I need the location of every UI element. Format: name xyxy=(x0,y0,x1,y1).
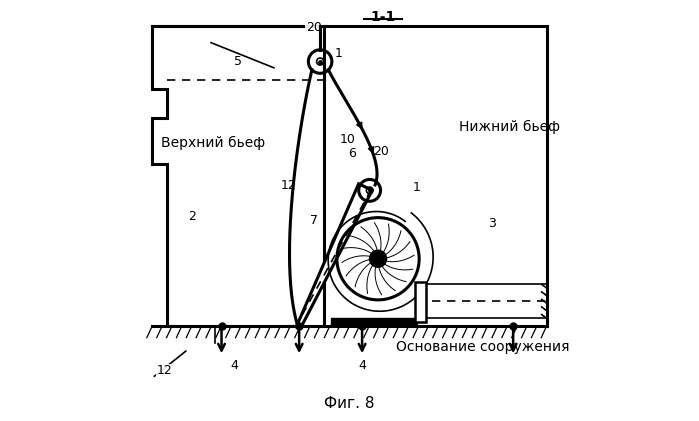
Text: 3: 3 xyxy=(488,216,496,229)
Text: Основание сооружения: Основание сооружения xyxy=(396,340,569,354)
Text: 6: 6 xyxy=(347,147,356,160)
Text: 10: 10 xyxy=(340,133,355,146)
Text: 1: 1 xyxy=(412,181,421,194)
Text: 20: 20 xyxy=(373,145,389,158)
Text: 2: 2 xyxy=(188,210,196,223)
Text: 1-1: 1-1 xyxy=(370,11,396,24)
Text: 12: 12 xyxy=(157,364,173,377)
Text: 4: 4 xyxy=(358,359,366,372)
Text: 4: 4 xyxy=(230,359,238,372)
Bar xyxy=(415,282,426,322)
Text: Нижний бьеф: Нижний бьеф xyxy=(459,120,560,133)
Polygon shape xyxy=(331,318,417,326)
Circle shape xyxy=(370,250,387,267)
Polygon shape xyxy=(297,184,373,327)
Text: 5: 5 xyxy=(234,55,243,68)
Text: 1: 1 xyxy=(335,47,343,60)
Text: Верхний бьеф: Верхний бьеф xyxy=(161,136,265,150)
Polygon shape xyxy=(152,26,324,326)
Text: 7: 7 xyxy=(310,214,318,227)
Text: Фиг. 8: Фиг. 8 xyxy=(324,396,375,411)
Text: 20: 20 xyxy=(306,21,322,35)
Text: 12: 12 xyxy=(281,179,296,192)
